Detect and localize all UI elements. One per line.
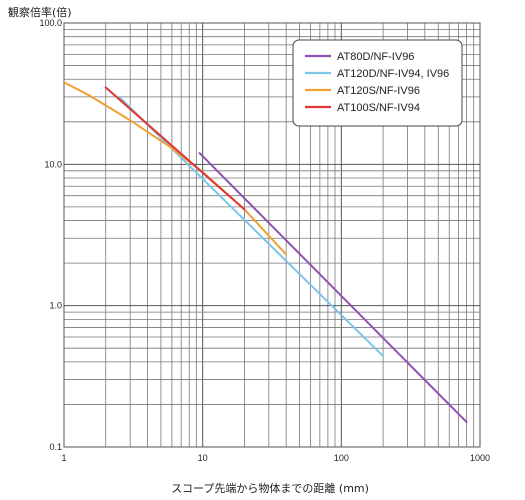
x-axis-title: スコープ先端から物体までの距離 (mm)	[171, 481, 369, 495]
legend-label: AT120D/NF-IV94, IV96	[337, 68, 449, 80]
legend-label: AT100S/NF-IV94	[337, 102, 420, 114]
y-axis-title: 観察倍率(倍)	[8, 5, 72, 19]
y-tick-label: 1.0	[49, 301, 62, 311]
tick-labels: 1 10 100 1000 0.1 1.0 10.0 100.0	[39, 18, 490, 463]
legend-label: AT120S/NF-IV96	[337, 85, 420, 97]
x-tick-label: 100	[334, 453, 349, 463]
x-tick-label: 1000	[470, 453, 490, 463]
x-tick-label: 1	[61, 453, 66, 463]
series-lines	[63, 81, 468, 424]
x-tick-label: 10	[198, 453, 208, 463]
series-line-4	[104, 86, 246, 211]
y-tick-label: 0.1	[49, 442, 62, 452]
legend-box	[292, 39, 463, 127]
legend: AT80D/NF-IV96 AT120D/NF-IV94, IV96 AT120S/…	[292, 39, 463, 127]
y-tick-label: 10.0	[44, 159, 62, 169]
legend-label: AT80D/NF-IV96	[337, 51, 414, 63]
plot-frame	[63, 22, 481, 448]
series-line-2	[118, 95, 385, 358]
y-tick-label: 100.0	[39, 18, 62, 28]
series-line-1	[198, 152, 468, 424]
